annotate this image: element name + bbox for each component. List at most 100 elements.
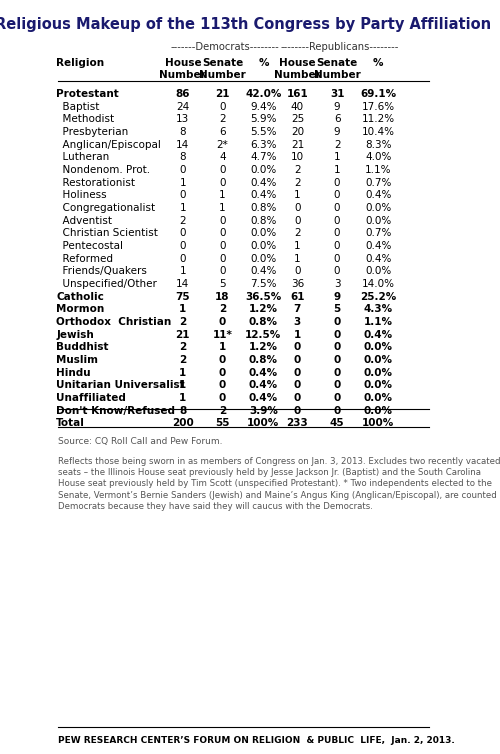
Text: 0: 0 (334, 368, 340, 378)
Text: Friends/Quakers: Friends/Quakers (56, 266, 147, 276)
Text: 233: 233 (286, 418, 308, 428)
Text: 11*: 11* (212, 329, 233, 339)
Text: 10.4%: 10.4% (362, 127, 395, 137)
Text: 18: 18 (216, 292, 230, 302)
Text: House
Number: House Number (274, 58, 321, 80)
Text: 0.4%: 0.4% (365, 253, 392, 264)
Text: Don't Know/Refused: Don't Know/Refused (56, 406, 175, 415)
Text: 0.0%: 0.0% (365, 216, 392, 225)
Text: Pentecostal: Pentecostal (56, 241, 123, 251)
Text: 2: 2 (179, 342, 186, 352)
Text: 45: 45 (330, 418, 344, 428)
Text: 0: 0 (219, 393, 226, 403)
Text: 0: 0 (220, 102, 226, 112)
Text: 0.7%: 0.7% (365, 228, 392, 238)
Text: Restorationist: Restorationist (56, 178, 135, 188)
Text: 12.5%: 12.5% (246, 329, 282, 339)
Text: Presbyterian: Presbyterian (56, 127, 128, 137)
Text: 0: 0 (220, 216, 226, 225)
Text: 3.9%: 3.9% (249, 406, 278, 415)
Text: 61: 61 (290, 292, 304, 302)
Text: 3: 3 (294, 317, 301, 327)
Text: 0.0%: 0.0% (364, 368, 393, 378)
Text: 0.0%: 0.0% (250, 253, 276, 264)
Text: 1: 1 (334, 152, 340, 162)
Text: 36: 36 (291, 279, 304, 289)
Text: Nondenom. Prot.: Nondenom. Prot. (56, 165, 150, 175)
Text: 1: 1 (219, 342, 226, 352)
Text: 2: 2 (219, 305, 226, 314)
Text: Total: Total (56, 418, 85, 428)
Text: --------Republicans--------: --------Republicans-------- (280, 42, 399, 52)
Text: 21: 21 (291, 139, 304, 149)
Text: 1: 1 (179, 393, 186, 403)
Text: Holiness: Holiness (56, 190, 107, 201)
Text: 7: 7 (294, 305, 301, 314)
Text: Hindu: Hindu (56, 368, 91, 378)
Text: 1.1%: 1.1% (364, 317, 393, 327)
Text: 0: 0 (294, 216, 300, 225)
Text: 0: 0 (294, 380, 301, 391)
Text: 0.8%: 0.8% (250, 203, 276, 213)
Text: 0: 0 (334, 393, 340, 403)
Text: 0: 0 (294, 342, 301, 352)
Text: Christian Scientist: Christian Scientist (56, 228, 158, 238)
Text: 0: 0 (219, 317, 226, 327)
Text: 24: 24 (176, 102, 190, 112)
Text: 6: 6 (334, 115, 340, 124)
Text: 100%: 100% (248, 418, 280, 428)
Text: Methodist: Methodist (56, 115, 114, 124)
Text: 0.0%: 0.0% (364, 355, 393, 365)
Text: 0: 0 (220, 266, 226, 276)
Text: 1: 1 (179, 368, 186, 378)
Text: 0: 0 (334, 317, 340, 327)
Text: 20: 20 (291, 127, 304, 137)
Text: 2: 2 (294, 165, 300, 175)
Text: 9: 9 (334, 292, 340, 302)
Text: Religious Makeup of the 113th Congress by Party Affiliation: Religious Makeup of the 113th Congress b… (0, 17, 492, 32)
Text: 14.0%: 14.0% (362, 279, 395, 289)
Text: %: % (373, 58, 384, 68)
Text: 1: 1 (219, 203, 226, 213)
Text: 1: 1 (294, 190, 300, 201)
Text: 0: 0 (334, 380, 340, 391)
Text: 0: 0 (294, 355, 301, 365)
Text: Reformed: Reformed (56, 253, 113, 264)
Text: 0: 0 (219, 355, 226, 365)
Text: 8.3%: 8.3% (365, 139, 392, 149)
Text: Unspecified/Other: Unspecified/Other (56, 279, 157, 289)
Text: 1: 1 (294, 253, 300, 264)
Text: 4.0%: 4.0% (365, 152, 392, 162)
Text: Source: CQ Roll Call and Pew Forum.: Source: CQ Roll Call and Pew Forum. (58, 437, 222, 446)
Text: 0: 0 (220, 165, 226, 175)
Text: 0.0%: 0.0% (250, 165, 276, 175)
Text: 0.0%: 0.0% (364, 406, 393, 415)
Text: 69.1%: 69.1% (360, 89, 397, 99)
Text: Senate
Number: Senate Number (199, 58, 246, 80)
Text: 21: 21 (216, 89, 230, 99)
Text: 2: 2 (179, 317, 186, 327)
Text: 2: 2 (219, 115, 226, 124)
Text: 2: 2 (294, 178, 300, 188)
Text: 5.9%: 5.9% (250, 115, 276, 124)
Text: 2: 2 (334, 139, 340, 149)
Text: 86: 86 (176, 89, 190, 99)
Text: 1.2%: 1.2% (249, 342, 278, 352)
Text: 25.2%: 25.2% (360, 292, 397, 302)
Text: 0.8%: 0.8% (249, 355, 278, 365)
Text: 1.2%: 1.2% (249, 305, 278, 314)
Text: 0: 0 (334, 253, 340, 264)
Text: 6: 6 (219, 127, 226, 137)
Text: 0.4%: 0.4% (249, 380, 278, 391)
Text: PEW RESEARCH CENTER’S FORUM ON RELIGION  & PUBLIC  LIFE,  Jan. 2, 2013.: PEW RESEARCH CENTER’S FORUM ON RELIGION … (58, 736, 455, 745)
Text: 0: 0 (220, 178, 226, 188)
Text: 1: 1 (294, 329, 301, 339)
Text: 0: 0 (220, 241, 226, 251)
Text: 1: 1 (180, 203, 186, 213)
Text: Buddhist: Buddhist (56, 342, 108, 352)
Text: Catholic: Catholic (56, 292, 104, 302)
Text: 0: 0 (294, 266, 300, 276)
Text: 0: 0 (219, 380, 226, 391)
Text: 42.0%: 42.0% (245, 89, 282, 99)
Text: 0.4%: 0.4% (364, 329, 393, 339)
